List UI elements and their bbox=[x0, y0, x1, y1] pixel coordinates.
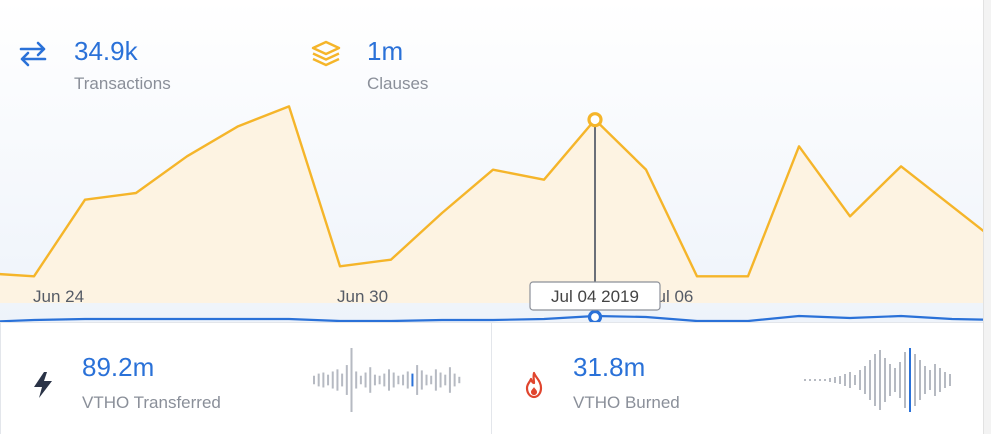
vtho-burned-card: 31.8m VTHO Burned bbox=[492, 322, 983, 434]
transactions-series-line bbox=[0, 314, 983, 323]
sparkline-bar bbox=[453, 373, 456, 387]
sparkline-bar bbox=[939, 368, 941, 392]
tooltip-date-label: Jul 04 2019 bbox=[551, 287, 639, 306]
sparkline-bar bbox=[402, 374, 405, 386]
sparkline-bar bbox=[929, 370, 931, 390]
vtho-transferred-label: VTHO Transferred bbox=[82, 393, 221, 412]
sparkline-bar bbox=[874, 354, 876, 406]
sparkline-bar bbox=[849, 372, 851, 388]
clauses-series-line bbox=[0, 105, 983, 278]
sparkline-bar bbox=[864, 366, 866, 394]
sparkline-bar bbox=[804, 379, 806, 381]
sparkline-bar bbox=[834, 377, 836, 383]
sparkline-bar bbox=[458, 376, 461, 384]
sparkline-bar bbox=[317, 373, 320, 387]
scrollbar[interactable] bbox=[983, 0, 991, 434]
sparkline-bar bbox=[425, 374, 428, 386]
sparkline-bar bbox=[364, 372, 367, 388]
x-tick-label: Jun 30 bbox=[337, 287, 388, 306]
sparkline-bar bbox=[313, 375, 315, 385]
vtho-transferred-value: 89.2m bbox=[82, 352, 155, 382]
sparkline-bar bbox=[819, 379, 821, 381]
vtho-transferred-sparkline bbox=[313, 348, 461, 412]
sparkline-bar bbox=[359, 375, 362, 385]
transactions-value: 34.9k bbox=[74, 36, 138, 66]
sparkline-bar bbox=[411, 373, 414, 387]
sparkline-bar bbox=[879, 350, 881, 410]
sparkline-bar bbox=[809, 379, 811, 381]
sparkline-bar bbox=[894, 368, 896, 392]
sparkline-bar bbox=[336, 369, 339, 391]
layers-icon bbox=[311, 40, 341, 67]
clauses-area bbox=[0, 106, 983, 303]
sparkline-bar bbox=[909, 348, 911, 412]
sparkline-bar bbox=[378, 375, 381, 385]
sparkline-bar bbox=[924, 366, 926, 394]
sparkline-bar bbox=[839, 376, 841, 384]
sparkline-bar bbox=[434, 369, 437, 391]
sparkline-bar bbox=[934, 364, 936, 396]
highlight-point-clauses[interactable] bbox=[587, 112, 603, 128]
sparkline-bar bbox=[829, 378, 831, 382]
sparkline-bar bbox=[416, 365, 419, 395]
sparkline-bar bbox=[914, 354, 916, 406]
sparkline-bar bbox=[844, 374, 846, 386]
flame-icon bbox=[525, 371, 543, 399]
sparkline-bar bbox=[884, 358, 886, 402]
sparkline-bar bbox=[824, 379, 826, 381]
sparkline-bar bbox=[444, 374, 447, 386]
sparkline-bar bbox=[341, 373, 344, 387]
sparkline-bar bbox=[889, 364, 891, 396]
vtho-burned-sparkline bbox=[804, 348, 951, 412]
lightning-icon bbox=[34, 372, 52, 398]
sparkline-bar bbox=[392, 372, 395, 388]
sparkline-bar bbox=[944, 372, 946, 388]
vtho-transferred-card: 89.2m VTHO Transferred bbox=[0, 322, 492, 434]
sparkline-bar bbox=[420, 370, 423, 390]
sparkline-bar bbox=[949, 374, 951, 386]
sparkline-bar bbox=[388, 369, 390, 391]
vtho-burned-value: 31.8m bbox=[573, 352, 646, 382]
transfer-arrows-icon bbox=[19, 41, 47, 67]
clauses-value: 1m bbox=[367, 36, 404, 66]
sparkline-bar bbox=[355, 371, 358, 389]
sparkline-bar bbox=[373, 374, 376, 386]
sparkline-bar bbox=[322, 372, 325, 388]
sparkline-bar bbox=[345, 365, 348, 395]
x-tick-label: Jun 24 bbox=[33, 287, 84, 306]
highlight-point-transactions[interactable] bbox=[587, 309, 603, 325]
sparkline-bar bbox=[859, 370, 861, 390]
sparkline-bar bbox=[899, 362, 901, 398]
sparkline-bar bbox=[397, 375, 400, 385]
sparkline-bar bbox=[350, 348, 353, 412]
date-tooltip: Jul 04 2019 bbox=[529, 281, 661, 311]
sparkline-bar bbox=[904, 352, 906, 408]
sparkline-bar bbox=[448, 367, 451, 393]
vtho-burned-label: VTHO Burned bbox=[573, 393, 680, 412]
sparkline-bar bbox=[406, 371, 409, 389]
sparkline-bar bbox=[814, 379, 816, 381]
sparkline-bar bbox=[430, 375, 433, 385]
transactions-label: Transactions bbox=[74, 74, 171, 93]
sparkline-bar bbox=[331, 371, 334, 389]
sparkline-bar bbox=[869, 360, 871, 400]
sparkline-bar bbox=[439, 372, 442, 388]
sparkline-bar bbox=[854, 375, 856, 385]
sparkline-bar bbox=[369, 367, 372, 393]
sparkline-bar bbox=[327, 374, 330, 386]
sparkline-bar bbox=[383, 373, 386, 387]
clauses-label: Clauses bbox=[367, 74, 429, 93]
sparkline-bar bbox=[919, 360, 921, 400]
